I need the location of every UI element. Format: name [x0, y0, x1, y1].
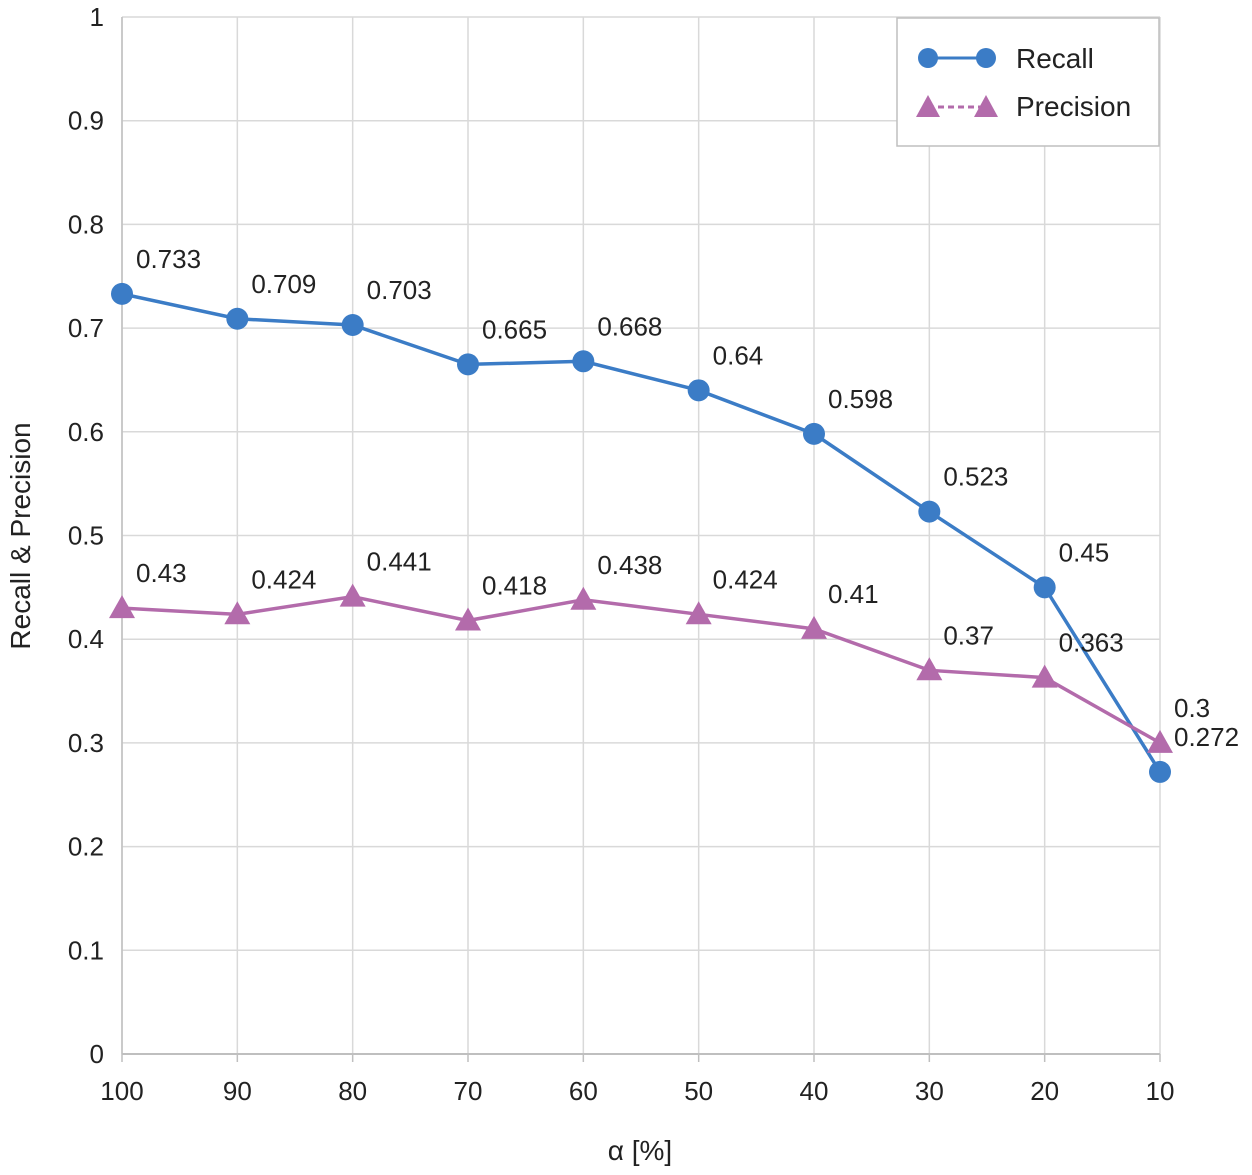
legend-recall-marker-left — [918, 48, 938, 68]
y-tick-label: 0.2 — [68, 832, 104, 862]
precision-point — [916, 657, 943, 681]
x-tick-label: 40 — [800, 1076, 829, 1106]
x-tick-label: 30 — [915, 1076, 944, 1106]
precision-point — [109, 595, 135, 619]
recall-point — [803, 422, 825, 445]
recall-point — [457, 353, 479, 376]
recall-point — [572, 350, 595, 373]
recall-data-label: 0.64 — [713, 340, 764, 370]
precision-data-label: 0.363 — [1059, 628, 1124, 658]
recall-point — [918, 500, 941, 523]
y-tick-label: 0.6 — [68, 417, 104, 447]
y-tick-label: 0.1 — [68, 935, 104, 965]
y-tick-label: 0.4 — [68, 624, 104, 654]
recall-point — [111, 282, 133, 305]
precision-data-label: 0.438 — [597, 550, 662, 580]
y-tick-label: 0 — [90, 1039, 104, 1069]
precision-data-label: 0.424 — [251, 564, 316, 594]
precision-data-label: 0.3 — [1174, 693, 1210, 723]
precision-point — [1031, 664, 1058, 688]
precision-point — [339, 583, 366, 607]
recall-data-label: 0.45 — [1059, 537, 1110, 567]
legend-precision-label: Precision — [1016, 91, 1131, 122]
precision-point — [570, 586, 597, 610]
x-tick-label: 50 — [684, 1076, 713, 1106]
x-tick-label: 20 — [1030, 1076, 1059, 1106]
precision-point — [1147, 729, 1173, 753]
x-tick-label: 90 — [223, 1076, 252, 1106]
precision-series-line — [121, 594, 1161, 745]
recall-data-label: 0.665 — [482, 314, 547, 344]
recall-data-label: 0.598 — [828, 384, 893, 414]
legend-precision-marker-right — [974, 95, 998, 117]
legend-box — [896, 17, 1160, 147]
y-tick-label: 0.7 — [68, 313, 104, 343]
legend-recall-label: Recall — [1016, 43, 1094, 74]
recall-data-label: 0.733 — [136, 244, 201, 274]
precision-point — [455, 607, 481, 631]
y-axis-title: Recall & Precision — [5, 422, 36, 649]
legend: Recall Precision — [896, 17, 1160, 147]
legend-precision-marker-left — [916, 95, 940, 117]
x-tick-label: 80 — [338, 1076, 367, 1106]
precision-data-label: 0.41 — [828, 579, 879, 609]
recall-data-label: 0.709 — [251, 269, 316, 299]
precision-data-label: 0.424 — [713, 564, 778, 594]
y-tick-label: 0.5 — [68, 521, 104, 551]
recall-data-label: 0.703 — [367, 275, 432, 305]
recall-point — [1149, 760, 1171, 783]
y-tick-label: 1 — [90, 2, 104, 32]
recall-data-label: 0.523 — [943, 462, 1008, 492]
y-tick-label: 0.8 — [68, 209, 104, 239]
x-axis-title: α [%] — [608, 1135, 672, 1166]
x-tick-label: 60 — [569, 1076, 598, 1106]
recall-point — [687, 379, 710, 402]
recall-data-label: 0.668 — [597, 311, 662, 341]
recall-point — [341, 313, 364, 336]
x-tick-label: 70 — [454, 1076, 483, 1106]
y-tick-label: 0.3 — [68, 728, 104, 758]
legend-recall-marker-right — [976, 48, 996, 68]
series — [109, 282, 1173, 783]
recall-point — [226, 307, 249, 330]
y-tick-label: 0.9 — [68, 106, 104, 136]
precision-point — [224, 601, 251, 625]
x-tick-label: 100 — [100, 1076, 143, 1106]
precision-data-label: 0.43 — [136, 558, 187, 588]
recall-data-label: 0.272 — [1174, 722, 1239, 752]
recall-series-line — [121, 292, 1162, 773]
precision-point — [801, 615, 827, 639]
data-labels: 0.733 0.709 0.703 0.665 0.668 0.64 0.598 0.523 0… — [136, 244, 1239, 752]
precision-data-label: 0.418 — [482, 571, 547, 601]
axes: 0 0.1 0.2 0.3 0.4 0.5 0.6 0.7 0.8 0.9 1 100 90 80 70 60… — [68, 2, 1175, 1106]
recall-point — [1033, 576, 1056, 599]
precision-data-label: 0.441 — [367, 547, 432, 577]
precision-point — [685, 601, 712, 625]
precision-data-label: 0.37 — [943, 620, 994, 650]
x-tick-label: 10 — [1146, 1076, 1175, 1106]
grid — [121, 16, 1161, 1055]
